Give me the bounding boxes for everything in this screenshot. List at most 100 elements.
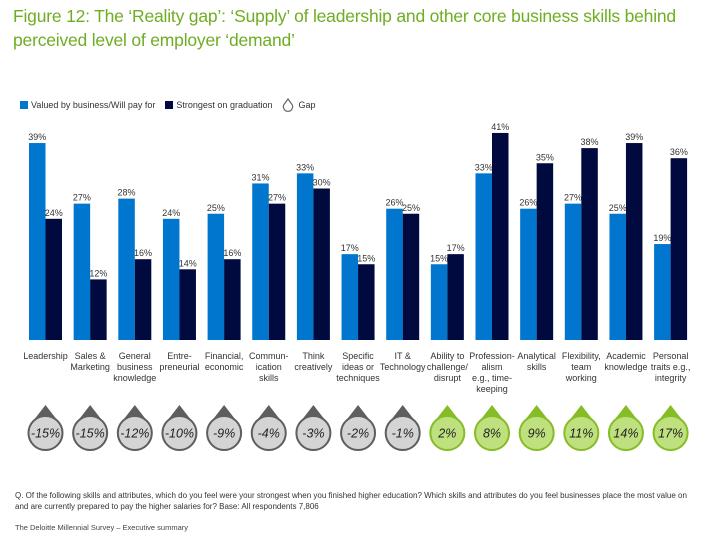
category-label: preneurial bbox=[159, 362, 199, 372]
gap-droplet bbox=[161, 415, 198, 451]
gap-droplet bbox=[384, 415, 421, 451]
data-label-strongest: 17% bbox=[447, 243, 465, 253]
gap-droplet bbox=[429, 415, 466, 451]
category-label: Marketing bbox=[70, 362, 110, 372]
gap-label: 14% bbox=[613, 427, 638, 441]
gap-droplet bbox=[652, 415, 689, 451]
bar-strongest bbox=[313, 188, 330, 340]
category-label: Think bbox=[302, 351, 325, 361]
bar-valued bbox=[654, 244, 671, 340]
category-label: IT & bbox=[395, 351, 411, 361]
category-label: skills bbox=[259, 373, 279, 383]
category-label: knowledge bbox=[604, 362, 647, 372]
category-label: creatively bbox=[294, 362, 333, 372]
data-label-strongest: 30% bbox=[313, 178, 331, 188]
category-label: ication bbox=[256, 362, 282, 372]
category-label: Ability to bbox=[430, 351, 464, 361]
category-label: e.g., time- bbox=[472, 373, 512, 383]
legend: Valued by business/Will pay for Stronges… bbox=[20, 98, 326, 112]
legend-swatch-valued bbox=[20, 101, 28, 109]
bar-strongest bbox=[90, 279, 107, 340]
data-label-valued: 19% bbox=[653, 233, 671, 243]
category-label: Profession- bbox=[469, 351, 515, 361]
category-label: working bbox=[565, 373, 597, 383]
category-label: integrity bbox=[655, 373, 687, 383]
data-label-valued: 27% bbox=[564, 193, 582, 203]
bar-strongest bbox=[536, 163, 554, 340]
bar-strongest bbox=[625, 143, 643, 340]
category-label: business bbox=[117, 362, 153, 372]
data-label-valued: 39% bbox=[28, 132, 46, 142]
category-label: keeping bbox=[476, 384, 508, 394]
data-label-valued: 31% bbox=[251, 172, 269, 182]
chart-title: Figure 12: The ‘Reality gap’: ‘Supply’ o… bbox=[13, 6, 676, 50]
data-label-strongest: 41% bbox=[491, 122, 509, 132]
gap-droplet bbox=[295, 415, 332, 451]
bar-valued bbox=[564, 203, 582, 340]
data-label-valued: 26% bbox=[385, 198, 403, 208]
bar-strongest bbox=[402, 213, 420, 340]
data-label-valued: 27% bbox=[73, 193, 91, 203]
category-label: techniques bbox=[336, 373, 380, 383]
bar-strongest bbox=[358, 264, 375, 340]
gap-label: -9% bbox=[213, 427, 235, 441]
bar-strongest bbox=[492, 132, 509, 340]
data-label-strongest: 35% bbox=[536, 152, 554, 162]
bar-valued bbox=[296, 173, 314, 340]
gap-droplet bbox=[27, 415, 64, 451]
data-label-strongest: 12% bbox=[89, 268, 107, 278]
droplet-icon bbox=[283, 98, 294, 112]
category-label: Entre- bbox=[167, 351, 192, 361]
category-label: General bbox=[119, 351, 151, 361]
gap-label: -4% bbox=[258, 427, 280, 441]
gap-droplet bbox=[563, 415, 600, 451]
footer: The Deloitte Millennial Survey – Executi… bbox=[15, 523, 188, 532]
legend-swatch-strongest bbox=[165, 101, 174, 109]
data-label-strongest: 27% bbox=[268, 193, 286, 203]
bar-valued bbox=[162, 218, 180, 340]
gap-label: -2% bbox=[347, 427, 369, 441]
gap-label: -15% bbox=[76, 427, 105, 441]
data-label-valued: 33% bbox=[475, 162, 493, 172]
gap-label: -12% bbox=[120, 427, 149, 441]
gap-droplet bbox=[474, 415, 510, 451]
category-label: team bbox=[571, 362, 591, 372]
data-label-strongest: 24% bbox=[45, 208, 63, 218]
bar-valued bbox=[475, 173, 492, 340]
bar-valued bbox=[73, 203, 91, 340]
data-label-strongest: 38% bbox=[581, 137, 599, 147]
category-label: skills bbox=[527, 362, 547, 372]
bar-strongest bbox=[45, 218, 62, 340]
data-label-valued: 25% bbox=[207, 203, 225, 213]
data-label-valued: 24% bbox=[162, 208, 180, 218]
bar-strongest bbox=[179, 269, 196, 340]
gap-label: 9% bbox=[528, 427, 546, 441]
footnote: Q. Of the following skills and attribute… bbox=[15, 491, 687, 511]
bar-valued bbox=[207, 213, 225, 340]
legend-item-strongest: Strongest on graduation bbox=[165, 100, 272, 110]
data-label-strongest: 25% bbox=[402, 203, 420, 213]
data-label-strongest: 15% bbox=[357, 253, 375, 263]
gap-droplet bbox=[250, 415, 287, 451]
category-label: ideas or bbox=[342, 362, 374, 372]
category-label: Technology bbox=[380, 362, 426, 372]
data-label-valued: 33% bbox=[296, 162, 314, 172]
bar-strongest bbox=[581, 148, 598, 340]
legend-label-valued: Valued by business/Will pay for bbox=[31, 100, 156, 110]
category-label: Specific bbox=[342, 351, 374, 361]
data-label-valued: 15% bbox=[430, 253, 448, 263]
gap-label: -3% bbox=[302, 427, 324, 441]
category-label: Flexibility, bbox=[562, 351, 601, 361]
bar-strongest bbox=[224, 259, 241, 340]
bar-valued bbox=[118, 198, 135, 340]
legend-label-gap: Gap bbox=[298, 100, 316, 110]
category-label: Sales & bbox=[75, 351, 106, 361]
gap-label: 11% bbox=[569, 427, 593, 441]
category-label: economic bbox=[205, 362, 244, 372]
bar-strongest bbox=[447, 254, 464, 340]
data-label-valued: 28% bbox=[118, 188, 136, 198]
gap-label: 17% bbox=[658, 427, 683, 441]
category-label: Academic bbox=[606, 351, 646, 361]
gap-label: 2% bbox=[437, 427, 456, 441]
gap-droplet bbox=[206, 415, 243, 451]
